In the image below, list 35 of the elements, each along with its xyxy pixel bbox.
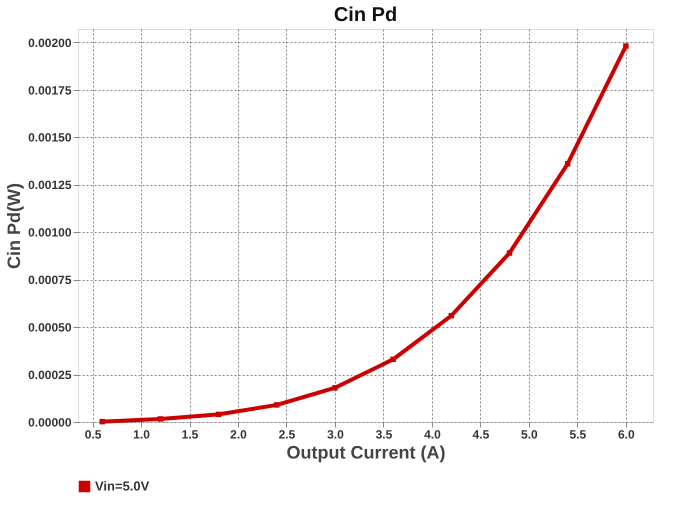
- x-tick-label: 3.5: [376, 428, 393, 442]
- x-tick-label: 3.0: [327, 428, 344, 442]
- y-tick-label: 0.00075: [28, 273, 72, 288]
- point: [216, 412, 222, 418]
- y-tick-label: 0.00175: [28, 83, 72, 98]
- x-tick-label: 5.0: [521, 428, 538, 442]
- x-tick-label: 4.5: [472, 428, 490, 442]
- y-tick-label: 0.00200: [28, 36, 72, 50]
- x-axis-title: Output Current (A): [286, 442, 446, 462]
- point: [448, 312, 454, 318]
- y-tick-label: 0.00050: [28, 320, 72, 335]
- chart-title: Cin Pd: [334, 4, 398, 26]
- x-tick-label: 6.0: [618, 428, 636, 442]
- point: [158, 416, 164, 422]
- x-tick-label: 2.5: [278, 428, 296, 442]
- y-tick-label: 0.00025: [28, 368, 72, 382]
- point: [623, 43, 629, 49]
- point: [390, 356, 396, 362]
- y-tick-label: 0.00150: [28, 130, 72, 145]
- point: [332, 385, 338, 391]
- y-tick-label: 0.00125: [28, 178, 72, 192]
- x-tick-label: 1.0: [133, 428, 150, 442]
- point: [100, 418, 105, 424]
- x-tick-label: 5.5: [570, 428, 587, 442]
- point: [564, 161, 570, 167]
- point: [506, 250, 512, 256]
- point: [274, 402, 280, 408]
- x-tick-label: 1.5: [182, 428, 199, 442]
- x-tick-label: 0.5: [84, 428, 102, 442]
- x-tick-label: 2.0: [230, 428, 248, 442]
- y-tick-label: 0.00000: [28, 416, 72, 430]
- x-tick-label: 4.0: [424, 428, 442, 442]
- y-tick-label: 0.00100: [28, 226, 72, 240]
- legend-label: Vin=5.0V: [95, 478, 150, 494]
- y-axis-title: Cin Pd(W): [4, 183, 24, 269]
